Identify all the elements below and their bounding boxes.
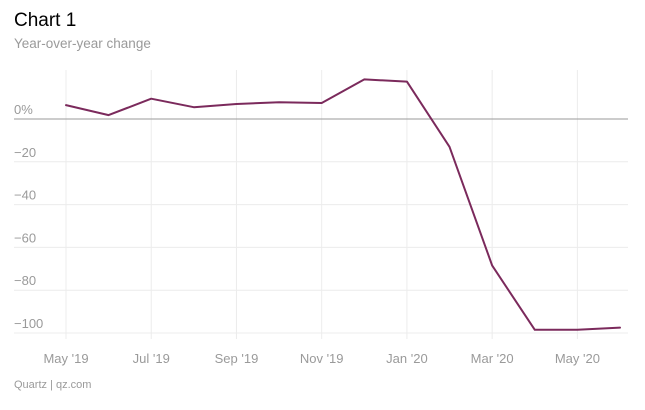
x-tick-label-0: May '19: [43, 351, 88, 366]
series-lines: [65, 78, 621, 331]
x-tick-label-3: Nov '19: [300, 351, 344, 366]
y-tick-label-4: −80: [14, 273, 36, 288]
source-credit: Quartz | qz.com: [14, 379, 92, 391]
chart-title: Chart 1: [14, 10, 77, 31]
y-tick-label-5: −100: [14, 316, 43, 331]
y-tick-label-1: −20: [14, 145, 36, 160]
x-tick-label-2: Sep '19: [215, 351, 259, 366]
x-tick-label-5: Mar '20: [471, 351, 514, 366]
x-tick-label-6: May '20: [555, 351, 600, 366]
x-tick-label-4: Jan '20: [386, 351, 428, 366]
y-tick-label-3: −60: [14, 230, 36, 245]
chart-subtitle: Year-over-year change: [14, 36, 151, 51]
y-tick-label-0: 0%: [14, 102, 33, 117]
axis-labels: 0% −20 −40 −60 −80 −100 May '19 Jul '19 Sep '19 N…: [14, 102, 600, 366]
series-line-0: [65, 78, 621, 331]
y-tick-label-2: −40: [14, 188, 36, 203]
grid-lines: [14, 70, 628, 339]
x-tick-label-1: Jul '19: [133, 351, 170, 366]
